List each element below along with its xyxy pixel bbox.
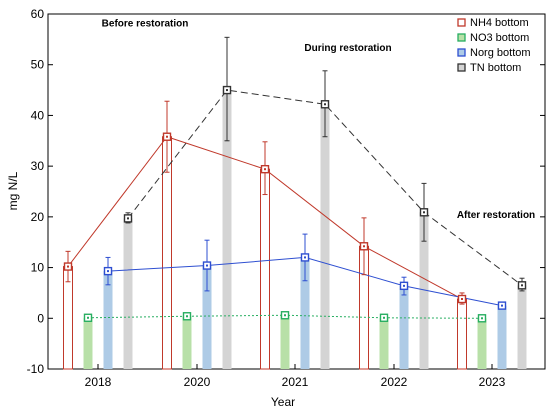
data-point-center xyxy=(403,284,405,287)
data-point-center xyxy=(67,265,69,268)
data-point-center xyxy=(324,103,326,106)
bar-tn-bottom xyxy=(320,104,330,370)
y-axis-label: mg N/L xyxy=(6,171,20,210)
data-point-center xyxy=(226,89,228,92)
plot-frame xyxy=(47,13,546,370)
data-point-center xyxy=(87,316,89,319)
legend: NH4 bottom NO3 bottom Norg bottom TN bottom xyxy=(457,17,531,74)
bar-norg-bottom xyxy=(497,305,507,369)
legend-marker xyxy=(457,18,466,27)
x-tick-label: 2018 xyxy=(85,375,112,389)
bar-tn-bottom xyxy=(123,218,133,369)
legend-label: NO3 bottom xyxy=(470,32,529,44)
data-point-center xyxy=(461,298,463,301)
data-point-center xyxy=(284,314,286,317)
annotation-label: During restoration xyxy=(304,43,391,54)
y-tick-label: 60 xyxy=(31,7,45,21)
x-axis-label: Year xyxy=(271,395,295,409)
x-tick-label: 2021 xyxy=(282,375,309,389)
bar-no3-bottom xyxy=(83,317,93,369)
y-tick-label: 30 xyxy=(31,159,45,173)
annotation-label: Before restoration xyxy=(102,19,189,30)
bar-tn-bottom xyxy=(419,212,429,369)
data-point-center xyxy=(186,315,188,318)
legend-marker xyxy=(457,48,466,57)
y-tick-label: 50 xyxy=(31,58,45,72)
y-tick-label: -10 xyxy=(27,362,45,376)
x-axis: 2018 2020 2021 2022 2023 xyxy=(85,364,506,389)
data-point-center xyxy=(521,284,523,287)
data-point-center xyxy=(107,270,109,273)
annotation-label: After restoration xyxy=(457,210,535,221)
bar-no3-bottom xyxy=(477,318,487,369)
legend-label: NH4 bottom xyxy=(470,17,529,29)
bars-layer xyxy=(63,90,527,370)
data-point-center xyxy=(363,245,365,248)
data-point-center xyxy=(166,135,168,138)
bar-norg-bottom xyxy=(399,285,409,369)
error-bars-layer xyxy=(65,36,525,319)
legend-marker xyxy=(457,33,466,42)
data-point-center xyxy=(264,168,266,171)
x-tick-label: 2022 xyxy=(381,375,408,389)
data-point-center xyxy=(127,217,129,220)
x-tick-label: 2020 xyxy=(184,375,211,389)
bar-norg-bottom xyxy=(300,257,310,369)
x-tick-label: 2023 xyxy=(479,375,506,389)
y-tick-label: 0 xyxy=(37,311,44,325)
data-point-center xyxy=(423,211,425,214)
bar-norg-bottom xyxy=(202,265,212,369)
y-tick-label: 40 xyxy=(31,108,45,122)
legend-marker xyxy=(457,63,466,72)
data-point-center xyxy=(206,264,208,267)
data-point-center xyxy=(383,316,385,319)
bar-norg-bottom xyxy=(103,271,113,369)
legend-label: Norg bottom xyxy=(470,47,531,59)
bar-no3-bottom xyxy=(182,316,192,369)
y-tick-label: 10 xyxy=(31,261,45,275)
bar-nh4-bottom xyxy=(260,168,270,370)
bar-tn-bottom xyxy=(222,90,232,370)
bar-tn-bottom xyxy=(517,285,527,369)
points-layer xyxy=(63,85,527,323)
bar-no3-bottom xyxy=(280,315,290,369)
data-point-center xyxy=(501,304,503,307)
bar-no3-bottom xyxy=(379,317,389,369)
y-tick-label: 20 xyxy=(31,210,45,224)
lines-layer xyxy=(67,89,523,319)
data-point-center xyxy=(481,317,483,320)
y-axis: -10 0 10 20 30 40 50 60 xyxy=(27,7,545,376)
data-point-center xyxy=(304,256,306,259)
annotations-layer: Before restoration During restoration Afte… xyxy=(102,19,536,221)
legend-label: TN bottom xyxy=(470,62,521,74)
bar-nh4-bottom xyxy=(457,298,467,370)
